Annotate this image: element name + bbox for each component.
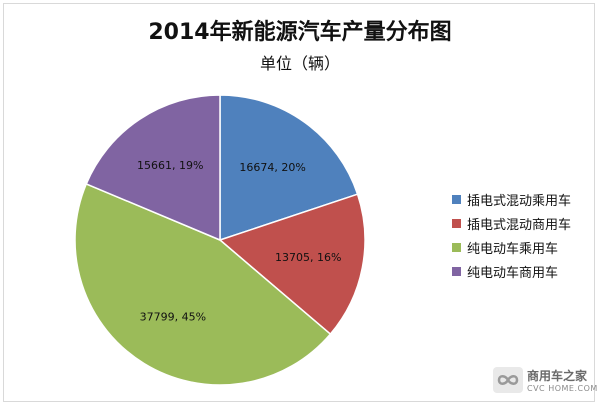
legend-label: 纯电动车乘用车: [467, 241, 559, 257]
legend-label: 插电式混动商用车: [467, 217, 572, 233]
pie-slice-0: [219, 94, 359, 242]
pie-data-label-2: 37799, 45%: [140, 311, 206, 324]
legend: 插电式混动乘用车 插电式混动商用车 纯电动车乘用车 纯电动车商用车: [452, 187, 571, 283]
legend-swatch: [452, 266, 461, 276]
legend-label: 纯电动车商用车: [467, 265, 559, 281]
legend-item-ev-passenger: 纯电动车乘用车: [452, 235, 571, 259]
pie-slice-3: [85, 94, 221, 242]
chart-subtitle: 单位（辆）: [259, 54, 340, 73]
pie-data-label-1: 13705, 16%: [275, 251, 341, 264]
legend-item-ev-commercial: 纯电动车商用车: [452, 259, 571, 283]
legend-swatch: [452, 242, 461, 252]
pie-data-label-0: 16674, 20%: [239, 161, 305, 174]
watermark-logo: [493, 367, 523, 393]
infinity-logo-icon: [497, 375, 519, 385]
pie-slice-2: [74, 182, 332, 386]
watermark-name: 商用车之家: [527, 369, 588, 383]
pie-data-label-3: 15661, 19%: [137, 159, 203, 172]
chart-title: 2014年新能源汽车产量分布图: [148, 20, 452, 45]
legend-item-phev-commercial: 插电式混动商用车: [452, 211, 571, 235]
pie-slice-1: [218, 193, 366, 336]
legend-item-phev-passenger: 插电式混动乘用车: [452, 187, 571, 211]
legend-swatch: [452, 218, 461, 228]
legend-label: 插电式混动乘用车: [467, 193, 572, 209]
legend-swatch: [452, 194, 461, 204]
watermark: 商用车之家 CVC HOME.COM: [493, 363, 598, 399]
watermark-domain: CVC HOME.COM: [527, 384, 598, 393]
